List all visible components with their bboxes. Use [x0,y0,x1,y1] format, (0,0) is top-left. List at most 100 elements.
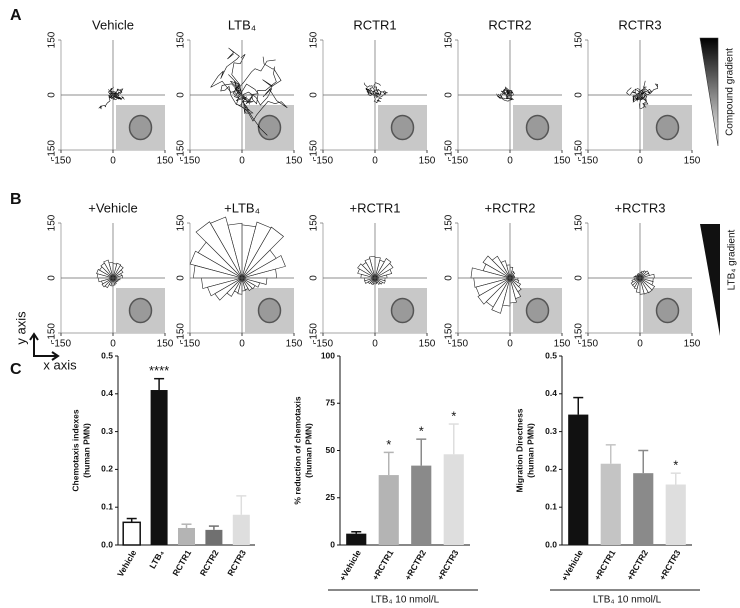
y-tick-label: 0.5 [545,350,557,360]
x-tick-label: +Vehicle [337,548,363,583]
y-tick-label: 150 [47,214,58,231]
panel-label: A [10,7,22,24]
x-tick-label: +RCTR1 [592,548,617,582]
trajectory [233,88,288,122]
x-tick-label: +RCTR2 [403,548,428,582]
x-tick-label: -150 [448,339,468,350]
plot-title: Vehicle [92,17,134,32]
y-tick-label: 0 [309,275,320,281]
y-tick-label: 150 [47,31,58,48]
panel-label: C [10,361,22,378]
y-tick-label: 100 [321,350,335,360]
y-tick-label: 0 [330,539,335,549]
x-tick-label: 150 [554,339,571,350]
y-tick-label: 0.2 [101,464,113,474]
y-tick-label: 150 [176,31,187,48]
y-tick-label: 0.1 [101,501,113,511]
trajectory [98,92,116,110]
trajectory [108,89,118,101]
plot-title: +LTB₄ [224,200,260,215]
y-tick-label: -150 [47,323,58,343]
y-tick-label: -150 [176,140,187,160]
plot-title: RCTR2 [488,17,531,32]
x-tick-label: 0 [239,339,245,350]
bar [150,390,168,545]
gradient-label: Compound gradient [725,48,736,136]
x-axis-label: LTB₄ 10 nmol/L [593,595,662,606]
trajectory [631,89,641,103]
x-tick-label: -150 [448,156,468,167]
y-tick-label: -150 [574,323,585,343]
y-axis-label: Migration Directness [514,408,524,492]
y-tick-label: -150 [574,140,585,160]
x-tick-label: +RCTR1 [370,548,395,582]
x-tick-label: -150 [51,339,71,350]
x-tick-label: 0 [507,339,513,350]
y-tick-label: 0 [574,275,585,281]
significance: **** [149,363,169,378]
y-tick-label: 0.3 [101,426,113,436]
plot: LTB₄ -150 0 150 -150 0 150 [176,17,303,166]
bar [378,475,399,545]
y-axis-label: Chemotaxis indexes [70,409,80,491]
x-tick-label: +RCTR3 [435,548,460,582]
plot-title: LTB₄ [228,17,256,32]
trajectory [210,47,243,96]
y-tick-label: 0.4 [101,388,113,398]
x-tick-label: RCTR2 [198,548,221,578]
x-tick-label: -150 [313,339,333,350]
y-tick-label: 150 [574,214,585,231]
cell [655,114,680,141]
x-tick-label: 0 [372,339,378,350]
bar [568,414,589,545]
bar [411,465,432,545]
y-axis-label: (human PMN) [303,423,313,478]
y-tick-label: 0 [574,92,585,98]
x-tick-label: -150 [578,156,598,167]
axis-key-label: y axis [13,311,28,345]
plot: +RCTR1 -150 0 150 -150 0 150 [309,200,436,349]
y-tick-label: 50 [326,445,336,455]
y-tick-label: 0 [309,92,320,98]
y-tick-label: 0 [444,275,455,281]
y-tick-label: 150 [309,31,320,48]
trajectory [363,82,376,96]
plot: +RCTR2 -150 0 150 -150 0 150 [444,200,571,349]
x-axis-label: LTB₄ 10 nmol/L [371,595,440,606]
axis-key [29,332,60,361]
y-tick-label: 25 [326,492,336,502]
cell [128,114,153,141]
x-tick-label: -150 [180,339,200,350]
x-tick-label: LTB₄ [147,548,166,570]
y-tick-label: 0.1 [545,501,557,511]
gradient-label: LTB₄ gradient [727,229,738,290]
y-axis-label: (human PMN) [525,423,535,478]
x-tick-label: 150 [419,156,436,167]
x-tick-label: RCTR3 [225,548,248,578]
y-tick-label: -150 [444,323,455,343]
axis-key-label: x axis [43,357,77,372]
x-tick-label: +RCTR3 [657,548,682,582]
bar [178,527,195,545]
bar [122,521,141,546]
x-tick-label: Vehicle [115,548,138,579]
y-tick-label: 0.3 [545,426,557,436]
trajectory [220,74,248,106]
x-tick-label: 0 [110,339,116,350]
plot-title: RCTR1 [353,17,396,32]
plot: RCTR3 -150 0 150 -150 0 150 [574,17,701,166]
x-tick-label: 0 [239,156,245,167]
y-tick-label: -150 [309,140,320,160]
y-tick-label: 150 [444,214,455,231]
bar [665,484,686,545]
x-tick-label: 150 [157,339,174,350]
y-tick-label: 0.5 [101,350,113,360]
y-tick-label: 0 [47,275,58,281]
x-tick-label: 150 [684,156,701,167]
significance: * [451,408,456,423]
x-tick-label: 0 [507,156,513,167]
significance: * [386,437,391,452]
cell [525,297,550,324]
y-tick-label: 0 [176,92,187,98]
x-tick-label: -150 [51,156,71,167]
